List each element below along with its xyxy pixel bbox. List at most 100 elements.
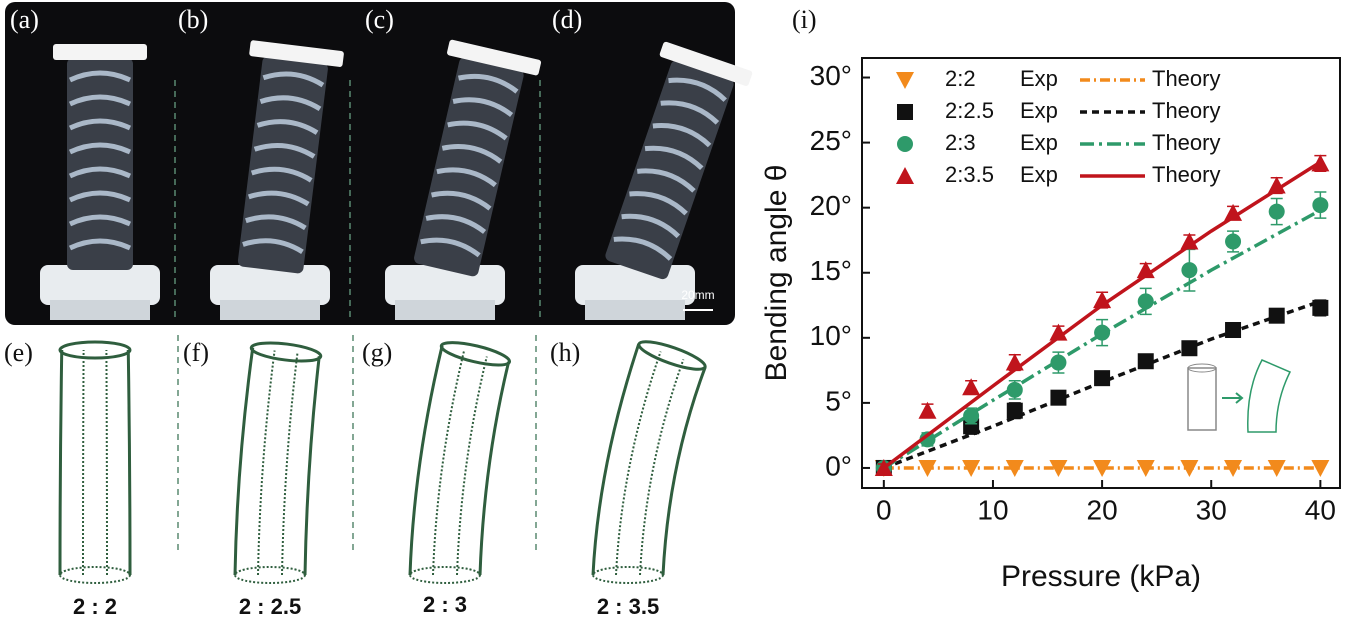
series [874,459,1330,477]
actuator-rib [68,94,132,107]
actuator [605,41,753,280]
photo-panel [5,2,735,325]
marker [919,431,936,448]
marker [1312,299,1329,316]
x-tick-label: 30 [1196,494,1227,525]
marker [1181,262,1198,279]
marker [1224,203,1243,221]
actuator [414,39,542,277]
actuator-rib [247,190,310,207]
actuator-rib [457,73,519,94]
actuator-body [414,57,524,277]
marker [918,401,937,419]
scale-label: 20mm [681,288,714,302]
actuator-rib [68,70,132,83]
tube-line [661,366,707,576]
tube-bottom [592,566,664,584]
actuator-rib [629,191,688,216]
actuator-rib [430,190,492,211]
marker [1094,324,1111,341]
actuator [237,40,344,274]
marker [1267,176,1286,194]
legend-exp: Exp [1020,66,1058,91]
tube-top [58,340,132,360]
base-ring [50,300,150,320]
marker [962,459,981,477]
actuator-rib [447,120,508,141]
actuator-rib [68,118,132,131]
panel-label: (f) [183,338,209,367]
marker [1050,389,1067,406]
legend-marker [896,72,914,89]
actuator-rib [420,237,481,258]
actuator-rib [245,214,307,231]
marker [1311,154,1330,172]
marker [1137,293,1154,310]
theory-line [882,160,1322,470]
marker [1180,232,1199,250]
legend-exp: Exp [1020,162,1058,187]
marker [1049,323,1068,341]
tube-line [233,347,255,576]
actuator-rib [250,166,313,183]
marker [1224,459,1243,477]
marker [918,459,937,477]
y-tick-label: 0° [825,450,852,481]
tube-bottom [59,566,131,584]
x-tick-label: 20 [1087,494,1118,525]
ratio-label: 2 : 2.5 [239,594,301,619]
legend-series: 2:2 [945,66,976,91]
marker [1267,459,1286,477]
marker [1137,353,1154,370]
base-plate [385,265,505,305]
base-ring [395,300,495,320]
tube-line [456,356,488,576]
y-tick-label: 5° [825,385,852,416]
actuator-rib [262,71,325,88]
actuator-body [605,60,734,280]
legend-exp: Exp [1020,98,1058,123]
base-ring [585,300,685,320]
x-tick-label: 40 [1305,494,1336,525]
legend-marker [896,167,914,184]
marker [963,407,980,424]
marker [1181,340,1198,357]
tube-line [105,349,108,576]
actuator-rib [425,214,487,234]
base-plate [210,265,330,305]
tube-line [257,350,276,576]
inset-cylinder-top [1187,363,1217,373]
actuator-cap [447,39,542,76]
marker [962,378,981,396]
marker [1094,370,1111,387]
actuator-rib [660,100,720,125]
tube-line [58,349,64,576]
actuator-rib [644,145,704,171]
x-tick-label: 10 [977,494,1008,525]
y-tick-label: 30° [810,60,852,91]
panel-label: (d) [552,5,582,34]
marker [1268,307,1285,324]
panel-label: (h) [550,338,580,367]
panel-label: (c) [365,5,394,34]
ratio-label: 2 : 3 [423,592,467,617]
marker [1006,402,1023,419]
tube-line [82,349,85,576]
x-tick-label: 0 [876,494,892,525]
actuator-rib [441,144,503,164]
actuator-rib [256,119,319,135]
tube-line [126,349,132,576]
actuator [53,44,147,270]
actuator-rib [668,77,727,102]
legend-theory: Theory [1152,162,1220,187]
actuator-cap [249,40,344,67]
series [874,154,1330,476]
actuator-rib [452,97,514,117]
actuator-rib [242,238,304,254]
tube-line [639,359,685,576]
legend-theory: Theory [1152,98,1220,123]
marker [1049,459,1068,477]
legend-marker [897,136,913,152]
actuator-rib [613,236,673,261]
